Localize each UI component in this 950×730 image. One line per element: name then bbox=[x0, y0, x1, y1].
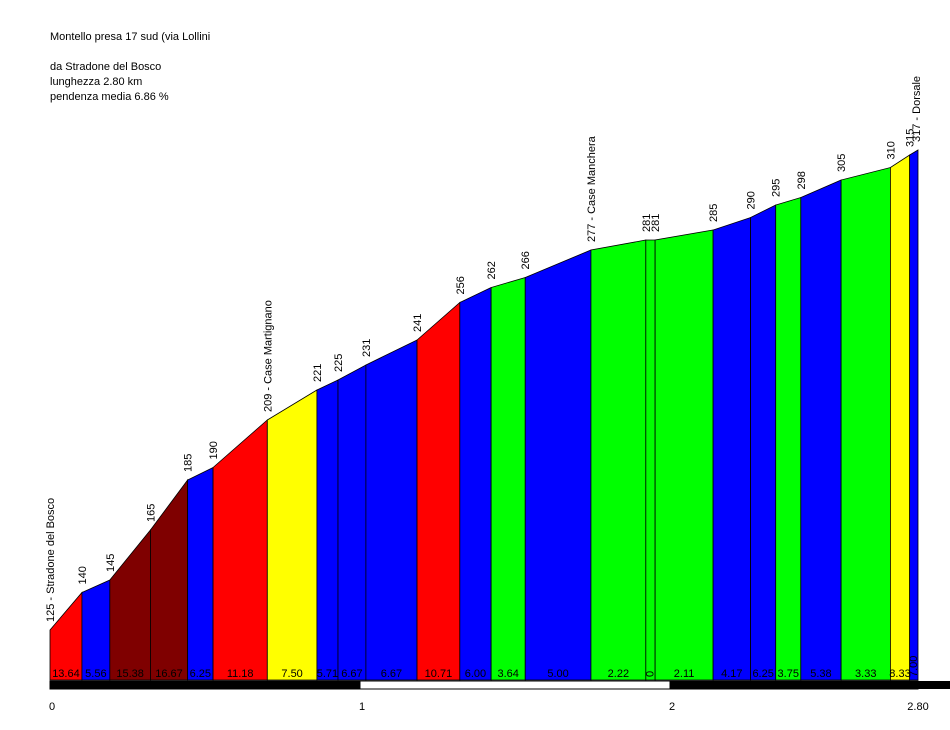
point-elevation-label: 221 bbox=[312, 364, 324, 382]
point-elevation-label: 225 bbox=[333, 354, 345, 372]
point-elevation-label: 262 bbox=[486, 261, 498, 279]
profile-segment bbox=[490, 276, 526, 681]
segment-gradient-label: 6.25 bbox=[752, 668, 773, 680]
segment-gradient-label: 16.67 bbox=[155, 668, 183, 680]
segment-gradient-label: 3.75 bbox=[778, 668, 799, 680]
segment-gradient-label: 6.67 bbox=[381, 668, 402, 680]
point-elevation-label: 281 bbox=[641, 214, 653, 232]
point-elevation-label: 256 bbox=[455, 276, 467, 294]
segment-gradient-label: 13.64 bbox=[52, 668, 80, 680]
point-elevation-label: 266 bbox=[520, 251, 532, 269]
point-elevation-label: 165 bbox=[145, 504, 157, 522]
profile-segment bbox=[337, 364, 367, 681]
profile-segment bbox=[775, 196, 802, 681]
point-elevation-label: 140 bbox=[77, 566, 89, 584]
profile-segment bbox=[81, 579, 111, 681]
elevation-labels: 125 - Stradone del Bosco 140 145 165 185 190 2… bbox=[45, 76, 923, 622]
segment-gradient-label: 3.33 bbox=[855, 668, 876, 680]
point-elevation-label: 209 - Case Martignano bbox=[262, 300, 274, 412]
segment-gradient-label: 8.33 bbox=[889, 668, 910, 680]
point-elevation-label: 285 bbox=[708, 204, 720, 222]
segment-gradient-label: 0 bbox=[644, 671, 656, 677]
x-tick-label: 2 bbox=[669, 701, 675, 713]
point-elevation-label: 185 bbox=[183, 454, 195, 472]
segment-gradient-label: 4.17 bbox=[721, 668, 742, 680]
segment-gradient-label: 5.56 bbox=[85, 668, 106, 680]
profile-segment bbox=[187, 466, 214, 681]
profile-segment bbox=[416, 301, 461, 681]
profile-segment bbox=[645, 239, 656, 681]
profile-segment bbox=[712, 216, 751, 681]
segment-gradient-label: 5.00 bbox=[547, 668, 568, 680]
profile-segments bbox=[49, 149, 919, 681]
point-elevation-label: 315 bbox=[905, 129, 917, 147]
point-elevation-label: 295 bbox=[771, 179, 783, 197]
profile-segment bbox=[750, 204, 777, 681]
profile-segment bbox=[212, 419, 268, 681]
profile-segment bbox=[266, 389, 318, 681]
segment-gradient-label: 5.71 bbox=[317, 668, 338, 680]
point-elevation-label: 305 bbox=[836, 154, 848, 172]
km-scale-bar bbox=[359, 680, 671, 690]
profile-segment bbox=[654, 229, 714, 681]
point-elevation-label: 310 bbox=[885, 141, 897, 159]
profile-segment bbox=[840, 166, 891, 681]
profile-segment bbox=[890, 154, 911, 681]
segment-gradient-label: 6.25 bbox=[190, 668, 211, 680]
gradient-labels: 13.64 5.56 15.38 16.67 6.25 11.18 7.50 5.71 6.67… bbox=[52, 656, 920, 680]
point-elevation-label: 317 - Dorsale bbox=[911, 76, 923, 142]
segment-gradient-label: 15.38 bbox=[116, 668, 144, 680]
segment-gradient-label: 2.11 bbox=[674, 668, 695, 680]
point-elevation-label: 277 - Case Manchera bbox=[586, 135, 598, 242]
profile-segment bbox=[590, 239, 647, 681]
profile-segment bbox=[109, 528, 151, 681]
segment-gradient-label: 10.71 bbox=[425, 668, 453, 680]
segment-gradient-label: 2.22 bbox=[608, 668, 629, 680]
profile-segment bbox=[316, 379, 339, 681]
point-elevation-label: 190 bbox=[208, 441, 220, 459]
point-elevation-label: 125 - Stradone del Bosco bbox=[45, 498, 57, 622]
km-scale-bar bbox=[669, 680, 919, 690]
profile-segment bbox=[800, 179, 842, 681]
start-point: da Stradone del Bosco bbox=[50, 61, 162, 73]
segment-gradient-label: 6.00 bbox=[465, 668, 486, 680]
point-elevation-label: 145 bbox=[105, 554, 117, 572]
point-elevation-label: 298 bbox=[796, 171, 808, 189]
x-tick-label: 2.80 bbox=[907, 701, 928, 713]
chart-header: Montello presa 17 sud (via Lollini da St… bbox=[50, 30, 210, 105]
x-tick-label: 0 bbox=[49, 701, 55, 713]
km-scale-bar bbox=[49, 680, 361, 690]
x-tick-label: 1 bbox=[359, 701, 365, 713]
segment-gradient-label: 5.38 bbox=[810, 668, 831, 680]
point-elevation-label: 281 bbox=[650, 214, 662, 232]
segment-gradient-label: 3.64 bbox=[497, 668, 518, 680]
profile-segment bbox=[524, 249, 592, 681]
segment-gradient-label: 7.00 bbox=[908, 656, 920, 677]
segment-gradient-label: 11.18 bbox=[227, 668, 254, 680]
km-scale-bar bbox=[918, 681, 950, 689]
point-elevation-label: 241 bbox=[412, 314, 424, 332]
climb-length: lunghezza 2.80 km bbox=[50, 76, 143, 88]
point-elevation-label: 231 bbox=[361, 339, 373, 357]
segment-gradient-label: 7.50 bbox=[281, 668, 302, 680]
average-gradient: pendenza media 6.86 % bbox=[50, 91, 169, 103]
profile-segment bbox=[909, 149, 919, 681]
chart-title: Montello presa 17 sud (via Lollini bbox=[50, 31, 211, 43]
segment-gradient-label: 6.67 bbox=[341, 668, 362, 680]
profile-segment bbox=[459, 286, 492, 681]
profile-segment bbox=[365, 339, 418, 681]
x-axis: 0 1 2 2.80 bbox=[49, 680, 950, 713]
point-elevation-label: 290 bbox=[746, 191, 758, 209]
